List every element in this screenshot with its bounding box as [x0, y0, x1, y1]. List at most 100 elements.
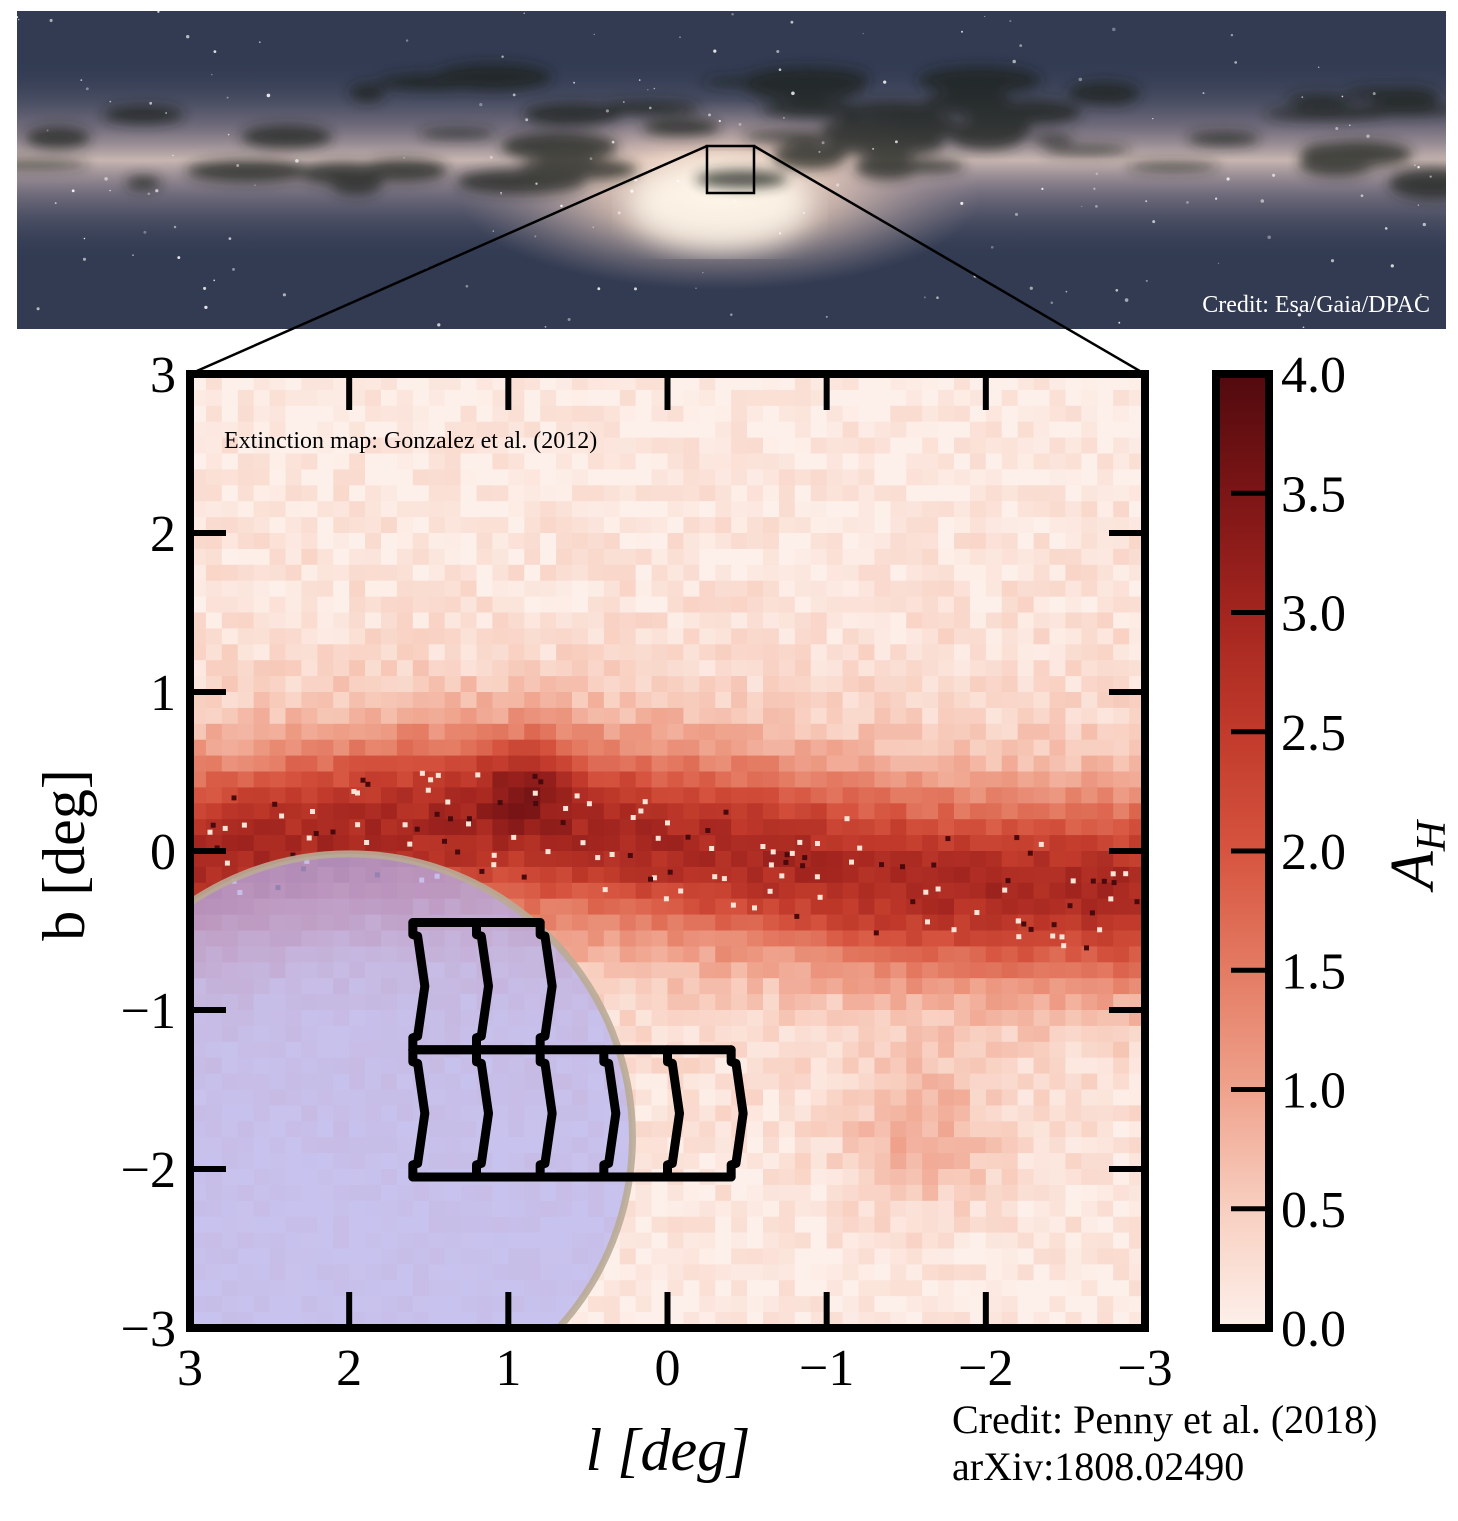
star-42	[437, 323, 441, 327]
star-108	[821, 141, 825, 145]
star-110	[1230, 33, 1234, 37]
star-43	[1202, 92, 1205, 95]
colorbar-tick-label-0: 0.0	[1281, 1301, 1346, 1358]
star-69	[633, 287, 638, 291]
star-144	[718, 119, 721, 123]
star-128	[589, 157, 593, 160]
dust-lanes	[17, 63, 1446, 200]
star-2	[1414, 164, 1416, 166]
star-158	[790, 20, 794, 24]
milky-way-image: Credit: Esa/Gaia/DPAC	[17, 11, 1446, 329]
star-159	[1366, 134, 1370, 138]
x-tick-label-6: −3	[1117, 1340, 1172, 1397]
star-71	[295, 159, 299, 163]
star-140	[803, 212, 805, 214]
star-53	[649, 106, 652, 110]
star-28	[1302, 326, 1305, 329]
dust-lane-58	[695, 170, 788, 189]
star-80	[149, 101, 153, 105]
star-123	[535, 182, 538, 185]
star-86	[155, 189, 159, 193]
survey-footprint	[408, 918, 748, 1182]
star-96	[638, 79, 641, 81]
dust-lane-34	[1042, 145, 1131, 155]
dust-lane-39	[1345, 87, 1409, 99]
dust-lane-51	[834, 114, 870, 144]
star-125	[501, 55, 504, 58]
star-145	[523, 12, 525, 15]
dust-lane-35	[1388, 168, 1446, 200]
star-88	[492, 230, 495, 232]
footprint-bottom-row-chip-edge-5	[726, 1045, 748, 1182]
y-tick-label-5: −2	[121, 1142, 176, 1199]
star-50	[611, 140, 615, 144]
star-126	[1419, 293, 1422, 296]
star-75	[825, 315, 828, 318]
star-23	[213, 279, 216, 282]
star-62	[731, 12, 734, 16]
star-122	[836, 183, 840, 187]
star-129	[1360, 194, 1364, 198]
star-33	[1009, 20, 1012, 23]
dust-lane-37	[855, 154, 920, 180]
x-tick-labels: 3 2 1 0 −1 −2 −3	[177, 1340, 1173, 1397]
footprint-bottom-row-chip-edge-4	[663, 1045, 684, 1182]
colorbar: 0.0 0.5 1.0 1.5 2.0 2.5 3.0 3.5 4.0 AH	[1212, 347, 1455, 1358]
star-0	[1226, 177, 1230, 181]
star-47	[732, 199, 737, 203]
survey-region-circle	[190, 850, 636, 1328]
colorbar-tick-label-8: 4.0	[1281, 347, 1346, 404]
star-5	[85, 87, 89, 91]
star-12	[1260, 199, 1265, 203]
star-143	[17, 18, 20, 21]
footprint-bottom-row-chip-edge-1	[472, 1045, 493, 1182]
dust-lane-52	[241, 125, 333, 149]
colorbar-label-sub: H	[1409, 818, 1455, 852]
y-axis-label-text: b [deg]	[31, 769, 97, 941]
star-141	[597, 287, 601, 291]
dust-lane-32	[255, 168, 311, 179]
star-109	[1317, 66, 1320, 69]
star-111	[872, 147, 875, 150]
dust-lane-47	[357, 159, 448, 182]
star-16	[818, 150, 821, 153]
plot-frame	[186, 370, 1149, 1332]
colorbar-tick-label-7: 3.5	[1281, 466, 1346, 523]
colorbar-tick-label-1: 0.5	[1281, 1182, 1346, 1239]
dust-lane-45	[25, 127, 91, 149]
dust-lane-31	[1068, 81, 1140, 105]
star-99	[157, 11, 160, 13]
dust-lane-16	[954, 115, 1031, 146]
dust-lane-4	[918, 66, 1041, 94]
zoom-box	[705, 144, 756, 195]
star-22	[560, 204, 563, 208]
dust-lane-44	[642, 118, 720, 136]
star-18	[80, 79, 83, 81]
star-6	[227, 133, 230, 136]
star-138	[1429, 175, 1432, 178]
x-tick-label-4: −1	[799, 1340, 854, 1397]
dust-lane-20	[125, 176, 161, 190]
star-105	[592, 226, 594, 228]
star-39	[232, 268, 235, 271]
star-113	[1417, 166, 1420, 169]
y-tick-label-4: −1	[121, 983, 176, 1040]
star-24	[534, 235, 537, 238]
dust-lane-48	[349, 83, 385, 102]
gaia-credit: Credit: Esa/Gaia/DPAC	[1202, 292, 1430, 318]
x-tick-label-3: 0	[655, 1340, 681, 1397]
star-118	[605, 109, 609, 113]
star-72	[465, 284, 469, 288]
star-124	[1186, 201, 1189, 204]
star-25	[1095, 172, 1099, 176]
star-87	[1390, 264, 1394, 268]
star-89	[403, 157, 405, 159]
dust-lane-23	[925, 91, 991, 113]
dust-lane-2	[1286, 94, 1353, 107]
star-48	[652, 166, 654, 169]
star-104	[500, 193, 502, 195]
zoom-line-left	[189, 144, 708, 376]
star-94	[1145, 200, 1148, 203]
dust-lane-42	[419, 129, 496, 139]
star-36	[147, 192, 151, 196]
